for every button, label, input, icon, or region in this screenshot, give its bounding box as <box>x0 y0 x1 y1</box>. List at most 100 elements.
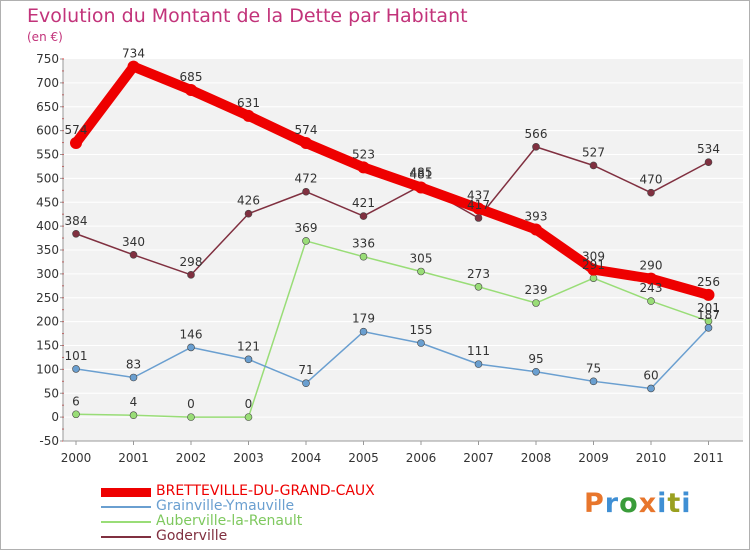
data-label: 290 <box>640 259 663 273</box>
y-tick-label: 200 <box>36 315 59 329</box>
data-label: 179 <box>352 312 375 326</box>
y-tick-label: 750 <box>36 52 59 66</box>
data-point <box>302 187 310 196</box>
data-label: 83 <box>126 357 141 371</box>
data-point <box>532 367 540 376</box>
data-point <box>129 411 138 420</box>
data-label: 298 <box>180 255 203 269</box>
y-tick-label: 600 <box>36 124 59 138</box>
data-label: 4 <box>130 395 138 409</box>
data-label: 75 <box>586 361 601 375</box>
data-label: 470 <box>640 173 663 187</box>
data-point <box>532 299 540 307</box>
data-label: 574 <box>295 123 318 137</box>
data-point <box>415 181 427 194</box>
data-point <box>474 360 483 368</box>
data-label: 631 <box>237 96 260 110</box>
x-tick-label: 2009 <box>578 451 609 465</box>
y-tick-label: 150 <box>36 339 59 353</box>
data-point <box>72 410 80 419</box>
data-label: 60 <box>643 368 658 382</box>
x-tick-label: 2005 <box>348 451 379 465</box>
brand-letter: i <box>681 488 692 519</box>
data-point <box>244 413 253 421</box>
chart-title: Evolution du Montant de la Dette par Hab… <box>27 5 468 27</box>
unit-label: (en €) <box>27 30 63 44</box>
data-label: 146 <box>180 327 203 341</box>
data-point <box>187 343 195 352</box>
data-label: 0 <box>245 397 253 411</box>
data-label: 472 <box>295 172 318 186</box>
brand-logo: Proxiti <box>584 488 692 519</box>
legend-label: Goderville <box>156 528 228 544</box>
data-label: 155 <box>410 323 433 337</box>
data-point <box>359 252 368 261</box>
y-tick-label: 250 <box>36 291 59 305</box>
data-label: 523 <box>352 147 375 161</box>
data-point <box>244 355 253 364</box>
x-tick-label: 2011 <box>693 451 724 465</box>
data-point <box>417 267 425 276</box>
data-label: 417 <box>467 198 490 212</box>
y-tick-label: 400 <box>36 219 59 233</box>
data-label: 485 <box>410 166 433 180</box>
brand-letter: i <box>657 488 668 519</box>
data-label: 305 <box>410 251 433 265</box>
y-tick-label: 450 <box>36 195 59 209</box>
data-label: 426 <box>237 194 260 208</box>
x-tick-label: 2007 <box>463 451 494 465</box>
data-label: 369 <box>295 221 318 235</box>
data-point <box>587 263 600 276</box>
legend-label: Auberville-la-Renault <box>156 513 303 529</box>
data-label: 481 <box>410 167 433 181</box>
data-point <box>302 379 310 388</box>
data-label: 71 <box>298 363 313 377</box>
brand-letter: t <box>667 488 682 519</box>
y-tick-label: -50 <box>39 434 59 448</box>
data-point <box>187 413 195 421</box>
data-label: 340 <box>122 235 145 249</box>
data-label: 239 <box>525 283 548 297</box>
data-label: 273 <box>467 267 490 281</box>
data-point <box>129 250 138 259</box>
y-tick-label: 50 <box>44 386 59 400</box>
data-point <box>244 209 253 218</box>
legend-swatch <box>101 487 151 497</box>
y-tick-label: 500 <box>36 171 59 185</box>
data-label: 101 <box>65 349 88 363</box>
data-point <box>472 202 485 215</box>
data-label: 6 <box>72 394 80 408</box>
y-tick-label: 100 <box>36 362 59 376</box>
data-label: 534 <box>697 142 720 156</box>
data-point <box>302 237 310 245</box>
data-point <box>129 373 138 382</box>
data-point <box>474 214 483 222</box>
series-1 <box>72 324 713 393</box>
data-point <box>127 60 140 73</box>
y-tick-label: 700 <box>36 76 59 90</box>
data-point <box>647 384 655 393</box>
data-label: 291 <box>582 258 605 272</box>
data-point <box>704 324 713 332</box>
data-label: 384 <box>65 214 88 228</box>
y-tick-label: 300 <box>36 267 59 281</box>
series-0 <box>70 60 715 301</box>
data-label: 309 <box>582 250 605 264</box>
data-point <box>702 288 715 301</box>
legend-label: Grainville-Ymauville <box>156 498 295 514</box>
y-tick-label: 350 <box>36 243 59 257</box>
series-line <box>75 146 710 276</box>
data-point <box>647 188 655 197</box>
data-label: 527 <box>582 145 605 159</box>
data-point <box>589 274 598 282</box>
x-tick-label: 2001 <box>118 451 149 465</box>
x-tick-label: 2002 <box>176 451 207 465</box>
series-line <box>71 61 714 300</box>
data-point <box>474 282 483 291</box>
data-label: 574 <box>65 123 88 137</box>
series-line <box>75 240 710 418</box>
data-point <box>300 137 312 150</box>
y-tick-label: 650 <box>36 100 59 114</box>
data-label: 201 <box>697 301 720 315</box>
data-point <box>359 212 368 220</box>
